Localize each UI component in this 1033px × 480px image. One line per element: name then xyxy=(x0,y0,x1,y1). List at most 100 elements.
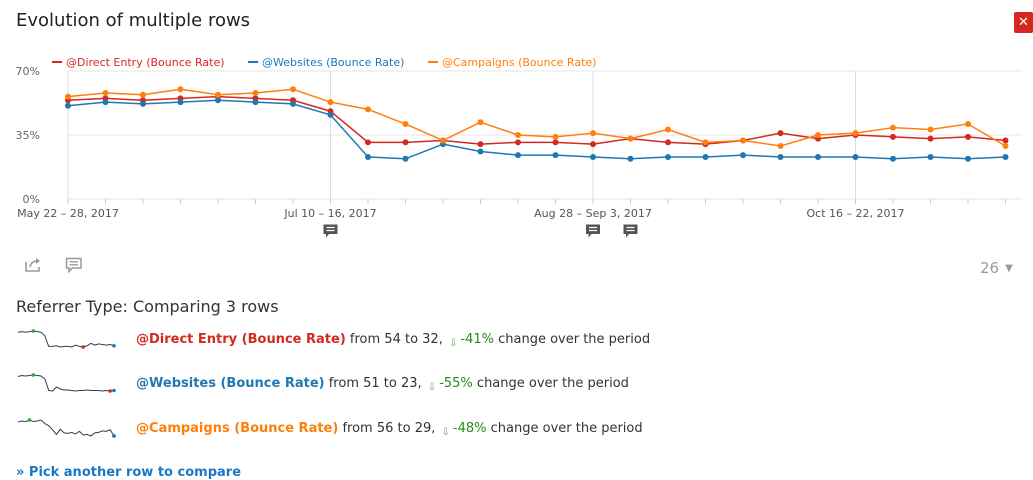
data-point xyxy=(852,153,859,160)
data-point xyxy=(927,153,934,160)
data-point xyxy=(552,152,559,159)
data-point xyxy=(215,97,221,104)
legend-entry: @Websites (Bounce Rate) xyxy=(262,56,404,69)
data-point xyxy=(140,100,146,107)
data-point xyxy=(515,152,521,159)
data-point xyxy=(402,121,409,128)
row-label[interactable]: @Direct Entry (Bounce Rate) xyxy=(136,332,346,347)
data-point xyxy=(1002,153,1009,160)
sparkline-last-dot xyxy=(112,434,116,438)
data-point xyxy=(477,148,484,155)
row-suffix: change over the period xyxy=(490,421,643,436)
data-point xyxy=(927,126,934,133)
data-point xyxy=(665,126,671,133)
row-label[interactable]: @Websites (Bounce Rate) xyxy=(136,376,325,391)
data-point xyxy=(627,135,634,142)
data-point xyxy=(740,137,746,144)
close-icon[interactable]: ✕ xyxy=(1014,12,1033,33)
series-line xyxy=(67,95,1006,145)
row-range: from 51 to 23, xyxy=(328,376,422,391)
sparkline-max-dot xyxy=(31,329,36,333)
arrow-down-icon: ⇩ xyxy=(448,338,458,349)
sparkline-min-dot xyxy=(81,345,86,349)
data-point xyxy=(477,119,484,126)
legend-entry: @Campaigns (Bounce Rate) xyxy=(442,56,596,69)
data-point xyxy=(590,153,596,160)
row-suffix: change over the period xyxy=(498,332,651,347)
sparkline-last-dot xyxy=(112,388,116,393)
row-change: -41% xyxy=(460,332,494,347)
legend-entry: @Direct Entry (Bounce Rate) xyxy=(66,56,225,69)
data-point xyxy=(290,86,296,93)
sparkline-path xyxy=(17,374,115,392)
annotation-marker-icon[interactable] xyxy=(623,224,638,238)
limit-selector[interactable]: 26 ▼ xyxy=(980,259,1013,277)
sparkline-max-dot xyxy=(31,373,36,377)
x-tick-label: Oct 16 – 22, 2017 xyxy=(807,207,905,220)
export-icon[interactable] xyxy=(24,256,44,274)
limit-value: 26 xyxy=(980,259,1000,277)
data-point xyxy=(702,139,709,146)
data-point xyxy=(965,121,971,128)
data-point xyxy=(665,153,671,160)
annotation-icon[interactable] xyxy=(65,257,83,274)
page-title: Evolution of multiple rows xyxy=(16,10,251,31)
data-point xyxy=(740,152,746,159)
data-point xyxy=(327,99,334,106)
data-point xyxy=(140,91,146,98)
y-tick-label: 70% xyxy=(16,65,40,78)
annotation-marker-icon[interactable] xyxy=(586,224,600,238)
x-tick-label: May 22 – 28, 2017 xyxy=(17,207,119,220)
series-line xyxy=(67,88,1006,147)
data-point xyxy=(665,139,671,146)
data-point xyxy=(777,130,784,137)
annotation-marker-icon[interactable] xyxy=(323,224,338,238)
data-point xyxy=(177,99,184,106)
pick-another-row-link[interactable]: » Pick another row to compare xyxy=(16,465,242,480)
data-point xyxy=(552,133,559,140)
series-line xyxy=(67,99,1006,160)
y-tick-label: 0% xyxy=(23,193,40,206)
y-tick-label: 35% xyxy=(16,129,40,142)
data-point xyxy=(815,132,821,138)
data-point xyxy=(402,155,409,162)
data-point xyxy=(890,124,896,131)
data-point xyxy=(402,139,409,146)
data-point xyxy=(777,142,784,149)
data-point xyxy=(365,153,371,160)
comparison-heading: Referrer Type: Comparing 3 rows xyxy=(16,297,279,316)
sparkline-max-dot xyxy=(27,418,32,422)
data-point xyxy=(252,89,259,96)
arrow-down-icon: ⇩ xyxy=(427,382,437,393)
data-point xyxy=(890,155,896,162)
data-point xyxy=(590,130,596,137)
sparkline-last-dot xyxy=(112,343,116,348)
sparkline-path xyxy=(17,419,115,437)
sparkline-path xyxy=(17,330,115,348)
data-point xyxy=(1002,142,1009,149)
data-point xyxy=(515,139,521,146)
data-point xyxy=(65,93,71,100)
sparkline-min-dot xyxy=(108,389,112,393)
data-point xyxy=(590,141,596,148)
data-point xyxy=(65,102,71,109)
row-change: -55% xyxy=(439,376,473,391)
sparkline-direct-entry xyxy=(17,329,116,349)
row-label[interactable]: @Campaigns (Bounce Rate) xyxy=(136,421,339,436)
data-point xyxy=(815,153,821,160)
row-range: from 56 to 29, xyxy=(342,421,436,436)
row-change: -48% xyxy=(452,421,487,436)
evolution-chart: 0% 35% 70% May 22 – 28, 2017 Jul 10 – 16, 20… xyxy=(16,56,1022,238)
data-point xyxy=(552,139,559,146)
sparkline-websites xyxy=(17,373,116,393)
sparkline-campaigns xyxy=(17,418,116,438)
data-point xyxy=(102,89,109,96)
data-point xyxy=(515,132,521,138)
data-point xyxy=(852,130,859,137)
data-point xyxy=(1002,137,1009,144)
data-point xyxy=(927,135,934,142)
data-point xyxy=(965,133,971,140)
data-point xyxy=(890,133,896,140)
data-point xyxy=(627,155,634,162)
data-point xyxy=(327,111,334,118)
